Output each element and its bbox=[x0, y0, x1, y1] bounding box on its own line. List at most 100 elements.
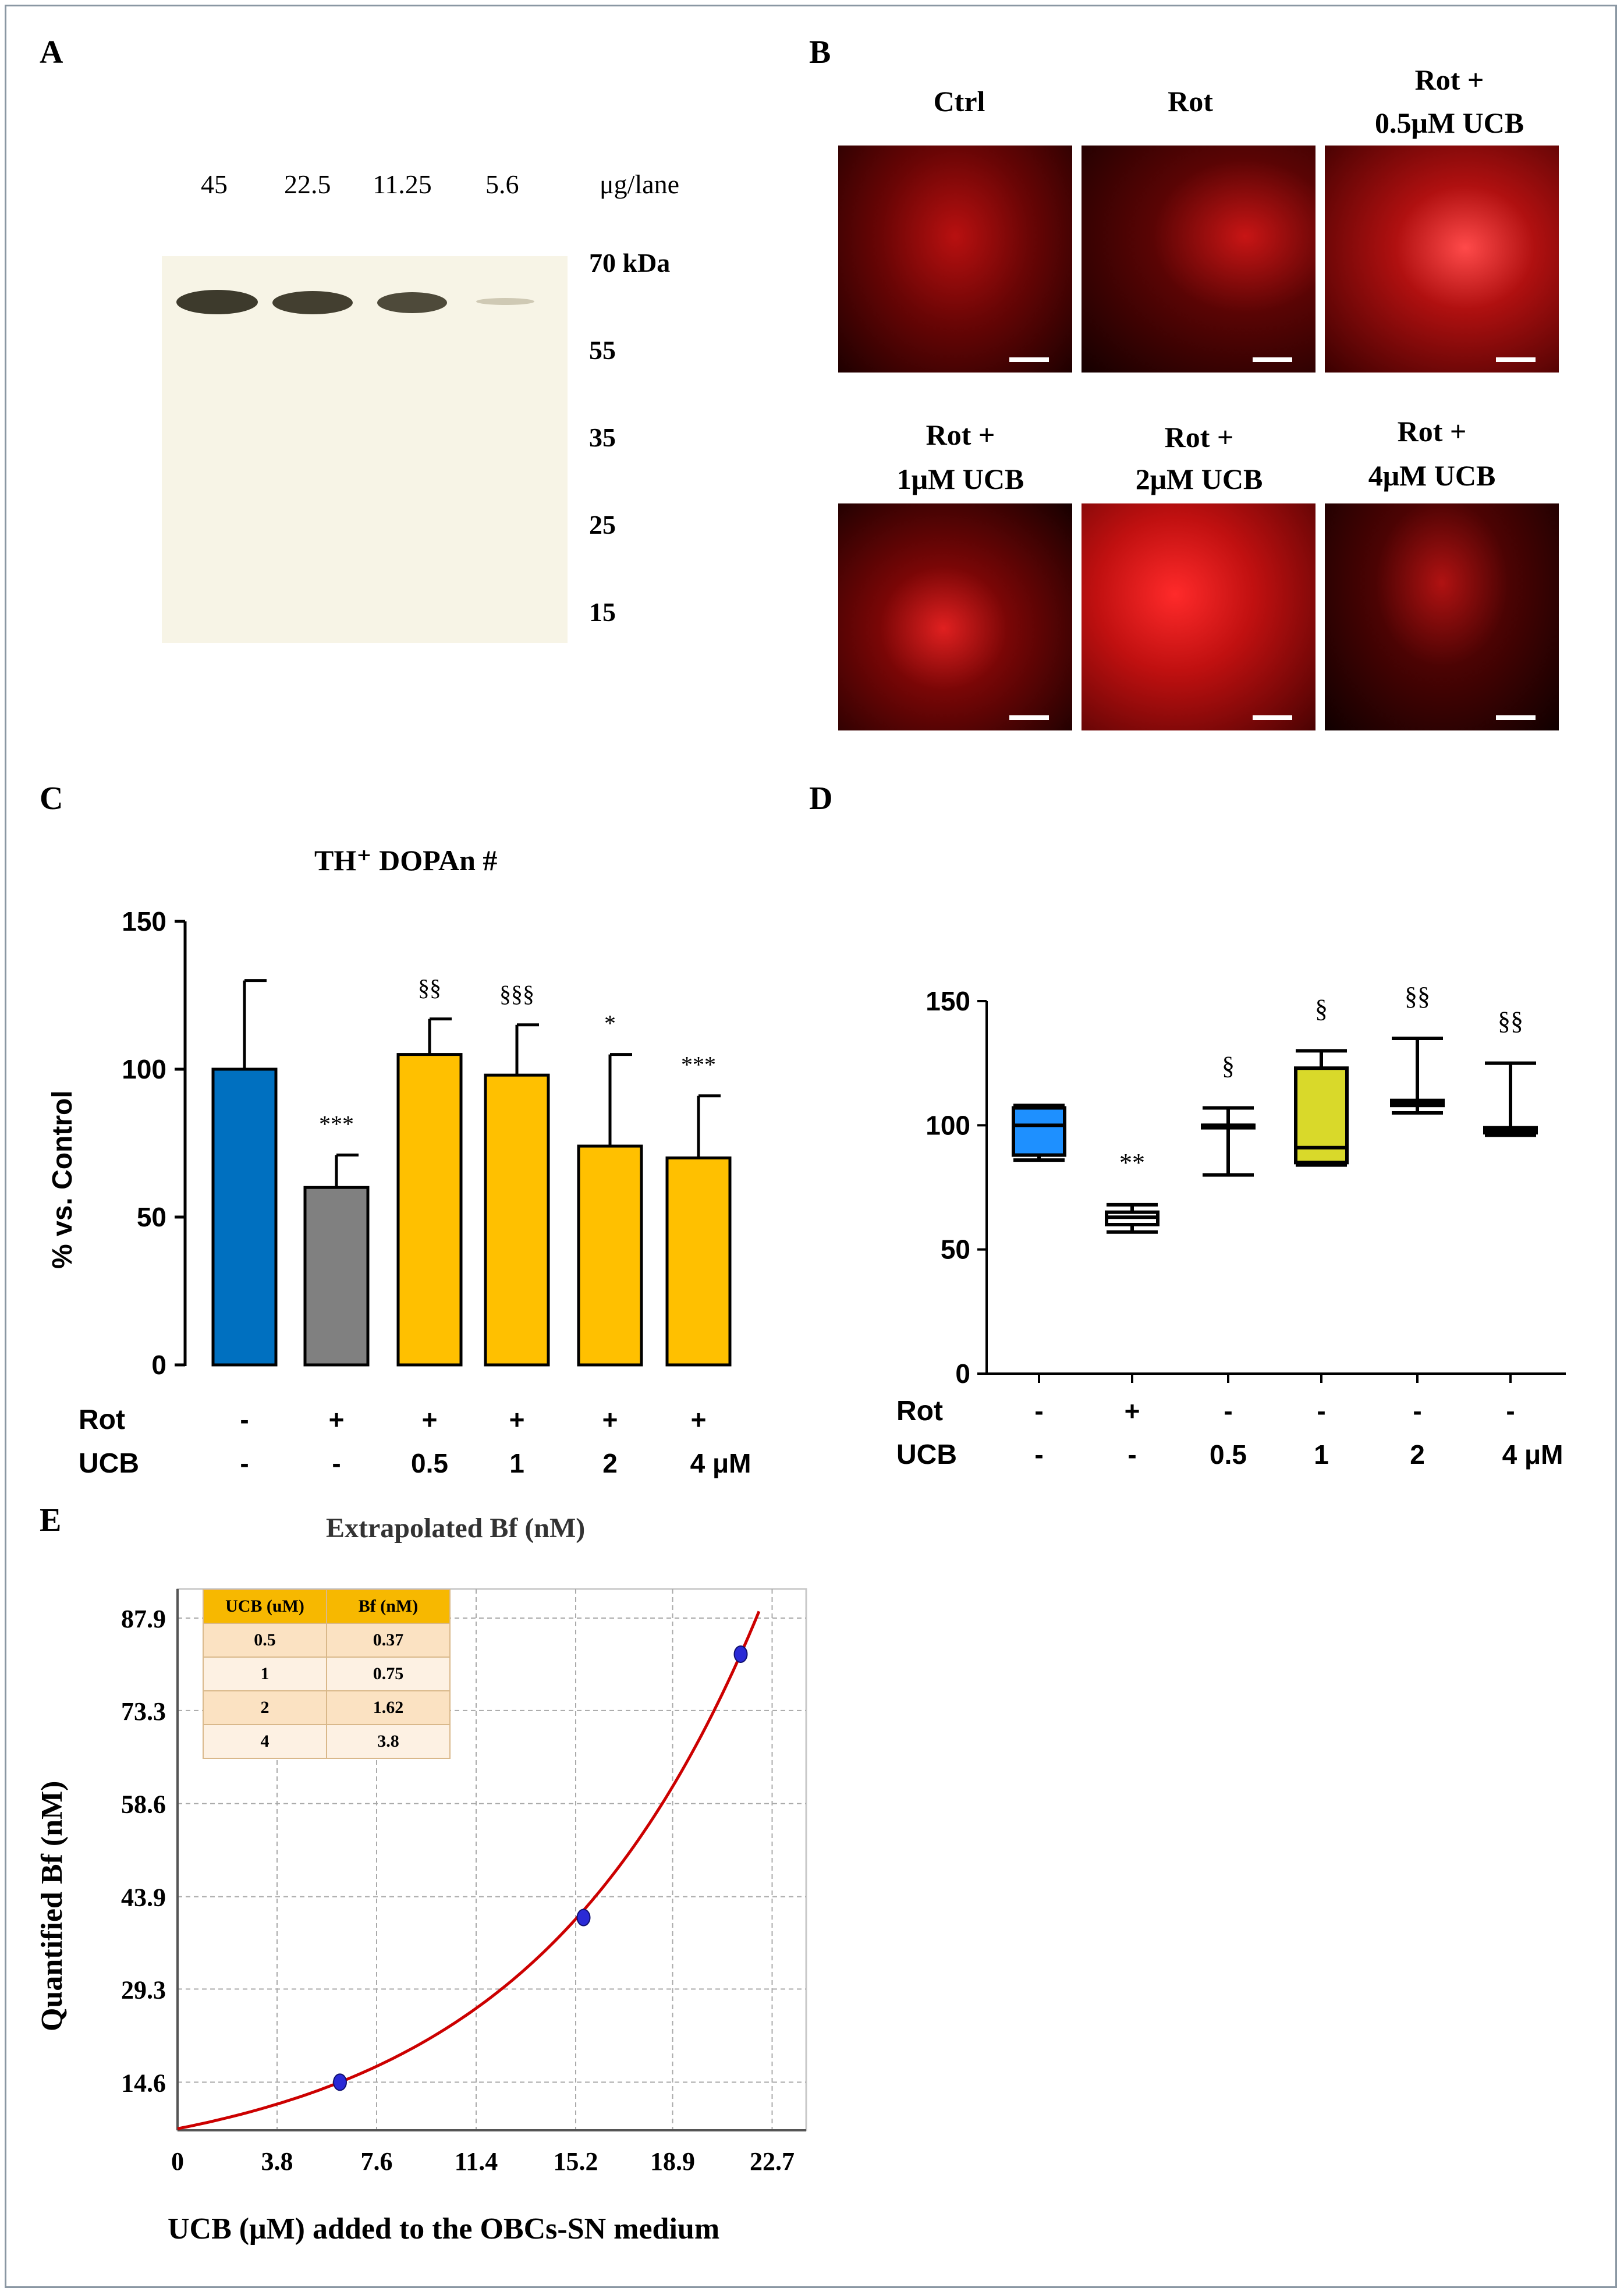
micrograph-label-2-l1: Rot + bbox=[1164, 421, 1234, 453]
micrograph-label-1-l1: Rot + bbox=[926, 418, 995, 451]
chart-d-row-value: - bbox=[1034, 1439, 1043, 1470]
chart-c-bar bbox=[211, 1067, 278, 1367]
lane-load-4: 5.6 bbox=[485, 169, 519, 199]
chart-d-row-value: 1 bbox=[1314, 1439, 1329, 1470]
band-lane-2 bbox=[272, 291, 353, 314]
micrograph-label-rot: Rot bbox=[1168, 85, 1213, 118]
scale-bar bbox=[1009, 357, 1049, 362]
chart-d-row-value: 0.5 bbox=[1210, 1439, 1247, 1470]
chart-e-y-tick-label: 73.3 bbox=[121, 1697, 166, 1726]
micrograph-label-05-l1: Rot + bbox=[1414, 63, 1484, 96]
table-header-row: UCB (uM) Bf (nM) bbox=[203, 1589, 451, 1624]
chart-c-bar bbox=[665, 1156, 732, 1367]
chart-e-x-tick-label: 18.9 bbox=[650, 2147, 695, 2176]
band-lane-3 bbox=[377, 292, 447, 313]
panel-label-b: B bbox=[809, 34, 831, 70]
chart-e-ylabel: Quantified Bf (nM) bbox=[36, 1780, 69, 2031]
lane-load-3: 11.25 bbox=[373, 169, 432, 199]
band-lane-1 bbox=[176, 290, 258, 314]
chart-d-row-value: - bbox=[1413, 1396, 1421, 1426]
table-cell: 0.75 bbox=[326, 1656, 451, 1691]
chart-c-row-label: Rot bbox=[79, 1404, 125, 1435]
panel-label-a: A bbox=[40, 34, 63, 70]
chart-e-data-point bbox=[576, 1909, 591, 1927]
chart-c-row-value: - bbox=[240, 1448, 249, 1478]
chart-d-row-value: 4 μM bbox=[1502, 1439, 1563, 1470]
chart-d-row-value: - bbox=[1506, 1396, 1515, 1426]
bf-table: UCB (uM) Bf (nM) 0.5 0.37 1 0.75 2 1.62 … bbox=[203, 1589, 451, 1759]
lane-load-2: 22.5 bbox=[284, 169, 331, 199]
chart-e-x-tick-label: 15.2 bbox=[554, 2147, 598, 2176]
chart-e: 0 3.8 7.6 11.4 15.2 18.9 22.7 14.6 29.3 43.9 58.6 7… bbox=[121, 1588, 807, 2176]
chart-c-y-tick-label: 50 bbox=[137, 1202, 166, 1232]
chart-e-y-tick-label: 29.3 bbox=[121, 1975, 166, 2004]
chart-c-row-value: + bbox=[329, 1404, 345, 1435]
chart-c-bar bbox=[396, 1053, 463, 1367]
table-header-ucb: UCB (uM) bbox=[203, 1589, 327, 1624]
micrograph-1ucb bbox=[838, 503, 1072, 730]
chart-d-significance: ** bbox=[1119, 1148, 1145, 1177]
chart-c-title: TH⁺ DOPAn # bbox=[314, 844, 498, 877]
chart-d-y-tick-label: 0 bbox=[955, 1358, 970, 1389]
chart-d-y-tick-label: 50 bbox=[941, 1235, 970, 1265]
chart-d-row-value: 2 bbox=[1410, 1439, 1425, 1470]
chart-c-row-value: + bbox=[422, 1404, 438, 1435]
table-cell: 2 bbox=[203, 1690, 327, 1725]
figure-frame bbox=[5, 5, 1617, 2288]
micrograph-4ucb bbox=[1325, 503, 1559, 730]
chart-c-significance: * bbox=[604, 1010, 616, 1037]
table-row: 4 3.8 bbox=[203, 1724, 451, 1759]
micrograph-ctrl bbox=[838, 146, 1072, 373]
chart-c-bar bbox=[303, 1186, 370, 1367]
micrograph-rot bbox=[1082, 146, 1315, 373]
scale-bar bbox=[1009, 715, 1049, 720]
chart-d-row-label: UCB bbox=[896, 1439, 957, 1470]
panel-label-d: D bbox=[809, 781, 833, 817]
chart-e-y-tick-label: 87.9 bbox=[121, 1605, 166, 1633]
chart-d-y-tick-label: 150 bbox=[926, 986, 970, 1016]
scale-bar bbox=[1496, 715, 1536, 720]
chart-d-row-value: - bbox=[1317, 1396, 1325, 1426]
micrograph-label-4-l1: Rot + bbox=[1397, 415, 1467, 448]
table-cell: 1.62 bbox=[326, 1690, 451, 1725]
marker-35: 35 bbox=[589, 423, 616, 452]
chart-c-bar bbox=[577, 1144, 643, 1367]
micrograph-label-2-l2: 2μM UCB bbox=[1135, 463, 1263, 495]
chart-e-xlabel: UCB (μM) added to the OBCs-SN medium bbox=[168, 2212, 720, 2246]
chart-e-data-point bbox=[333, 2073, 347, 2091]
marker-55: 55 bbox=[589, 335, 616, 365]
chart-e-fit-curve bbox=[177, 1611, 761, 2130]
chart-c-row-value: + bbox=[691, 1404, 707, 1435]
micrograph-05ucb bbox=[1325, 146, 1559, 373]
chart-e-title: Extrapolated Bf (nM) bbox=[326, 1513, 586, 1544]
micrograph-label-4-l2: 4μM UCB bbox=[1368, 459, 1496, 492]
chart-d-row-value: + bbox=[1125, 1396, 1140, 1426]
chart-d-row-label: Rot bbox=[896, 1396, 943, 1427]
chart-d-significance: § bbox=[1222, 1051, 1235, 1080]
table-row: 1 0.75 bbox=[203, 1656, 451, 1691]
marker-15: 15 bbox=[589, 597, 616, 627]
lane-load-1: 45 bbox=[201, 169, 228, 199]
chart-d-significance: §§ bbox=[1498, 1007, 1523, 1035]
chart-c-row-value: - bbox=[332, 1448, 341, 1478]
chart-e-data-point bbox=[733, 1645, 748, 1663]
chart-c-row-value: + bbox=[602, 1404, 618, 1435]
micrograph-label-05-l2: 0.5μM UCB bbox=[1374, 107, 1524, 139]
table-row: 2 1.62 bbox=[203, 1690, 451, 1725]
chart-c-y-tick-label: 100 bbox=[122, 1054, 166, 1084]
western-blot-membrane bbox=[162, 256, 568, 643]
marker-25: 25 bbox=[589, 510, 616, 540]
scale-bar bbox=[1253, 357, 1292, 362]
micrograph-label-ctrl: Ctrl bbox=[933, 85, 985, 118]
chart-c-row-value: + bbox=[509, 1404, 525, 1435]
chart-c-row-value: 4 μM bbox=[690, 1448, 751, 1478]
micrograph-label-1-l2: 1μM UCB bbox=[896, 463, 1024, 495]
scale-bar bbox=[1253, 715, 1292, 720]
chart-c-y-tick-label: 150 bbox=[122, 906, 166, 937]
chart-e-y-tick-label: 58.6 bbox=[121, 1790, 166, 1819]
chart-c-row-value: 0.5 bbox=[411, 1448, 448, 1478]
table-cell: 0.37 bbox=[326, 1623, 451, 1658]
table-cell: 4 bbox=[203, 1724, 327, 1759]
